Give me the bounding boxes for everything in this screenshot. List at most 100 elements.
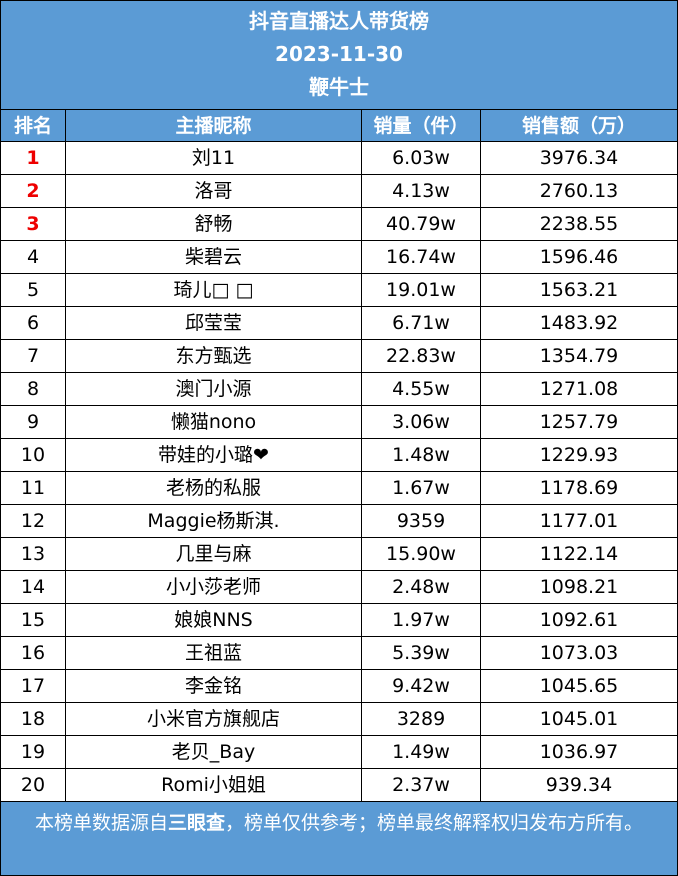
table-cell: 东方甄选 [66,340,362,372]
table-cell: 3 [1,208,66,240]
table-cell: 16 [1,637,66,669]
table-cell: 1271.08 [539,378,619,400]
table-cell: 16.74w [362,241,481,273]
table-cell: 939.34 [545,774,613,796]
table-cell: 娘娘NNS [66,604,362,636]
table-cell: 邱莹莹 [66,307,362,339]
table-cell: 5.39w [362,637,481,669]
column-header: 排名 [1,110,66,141]
table-cell: 17 [1,670,66,702]
table-cell: 1257.79 [539,411,619,433]
table-cell: 1036.97 [539,741,619,763]
table-row: 15 娘娘NNS 1.97w 1092.61 [1,604,677,637]
table-cell: 4.55w [362,373,481,405]
table-row: 19 老贝_Bay 1.49w 1036.97 [1,736,677,769]
table-cell: 40.79w [362,208,481,240]
table-cell: 李金铭 [66,670,362,702]
table-cell: 6.71w [362,307,481,339]
table-cell: 14 [1,571,66,603]
table-cell: 15.90w [362,538,481,570]
table-cell: 7 [1,340,66,372]
table-cell: Romi小姐姐 [66,769,362,801]
table-cell: 老杨的私服 [66,472,362,504]
table-cell: 2.37w [362,769,481,801]
table-cell: Maggie杨斯淇. [66,505,362,537]
table-cell: 4 [1,241,66,273]
table-cell: 1.97w [362,604,481,636]
table-cell: 2760.13 [539,180,619,202]
table-cell: 几里与麻 [66,538,362,570]
table-row: 12 Maggie杨斯淇. 9359 1177.01 [1,505,677,538]
table-row: 16 王祖蓝 5.39w 1073.03 [1,637,677,670]
table-row: 20 Romi小姐姐 2.37w 939.34 [1,769,677,802]
table-cell: 20 [1,769,66,801]
table-cell: 琦儿□ □ [66,274,362,306]
table-row: 7 东方甄选 22.83w 1354.79 [1,340,677,373]
table-cell: 1483.92 [539,312,619,334]
table-row: 6 邱莹莹 6.71w 1483.92 [1,307,677,340]
table-cell: 1229.93 [539,444,619,466]
header: 抖音直播达人带货榜 2023-11-30 鞭牛士 [1,1,677,110]
table-cell: 1122.14 [539,543,619,565]
table-cell: 13 [1,538,66,570]
table-cell: 5 [1,274,66,306]
table-cell: 柴碧云 [66,241,362,273]
column-header: 销售额（万） [521,115,636,137]
table-cell: 3976.34 [539,147,619,169]
table-cell: 3.06w [362,406,481,438]
table-cell: 王祖蓝 [66,637,362,669]
ranking-table: 排名 主播昵称 销量（件） 销售额（万） 1 刘11 6.03w 3976.34 2 洛哥 4.13… [1,110,677,802]
table-cell: 1073.03 [539,642,619,664]
title: 抖音直播达人带货榜 [249,9,429,33]
table-cell: 小小莎老师 [66,571,362,603]
table-row: 5 琦儿□ □ 19.01w 1563.21 [1,274,677,307]
table-row: 9 懒猫nono 3.06w 1257.79 [1,406,677,439]
table-cell: 舒畅 [66,208,362,240]
table-cell: 老贝_Bay [66,736,362,768]
table-cell: 2238.55 [539,213,619,235]
table-cell: 6 [1,307,66,339]
footer-text: ，榜单仅供参考；榜单最终解释权归发布方所有。 [225,812,644,834]
table-cell: 1 [1,142,66,174]
table-cell: 澳门小源 [66,373,362,405]
table-cell: 19.01w [362,274,481,306]
table-row: 8 澳门小源 4.55w 1271.08 [1,373,677,406]
table-cell: 3289 [362,703,481,735]
column-header: 主播昵称 [66,110,362,141]
table-cell: 1.67w [362,472,481,504]
table-row: 14 小小莎老师 2.48w 1098.21 [1,571,677,604]
table-cell: 1045.01 [539,708,619,730]
table-row: 4 柴碧云 16.74w 1596.46 [1,241,677,274]
table-cell: 2 [1,175,66,207]
table-cell: 1354.79 [539,345,619,367]
table-cell: 1.48w [362,439,481,471]
table-cell: 9 [1,406,66,438]
date: 2023-11-30 [275,42,403,66]
table-row: 18 小米官方旗舰店 3289 1045.01 [1,703,677,736]
footer-text: 本榜单数据源自 [34,812,168,834]
subtitle: 鞭牛士 [309,75,369,99]
table-cell: 洛哥 [66,175,362,207]
column-header-row: 排名 主播昵称 销量（件） 销售额（万） [1,110,677,142]
table-cell: 22.83w [362,340,481,372]
table-cell: 19 [1,736,66,768]
column-header: 销量（件） [362,110,481,141]
table-cell: 刘11 [66,142,362,174]
table-cell: 4.13w [362,175,481,207]
table-row: 1 刘11 6.03w 3976.34 [1,142,677,175]
table-row: 11 老杨的私服 1.67w 1178.69 [1,472,677,505]
table-row: 10 带娃的小璐❤ 1.48w 1229.93 [1,439,677,472]
table-cell: 8 [1,373,66,405]
table-cell: 18 [1,703,66,735]
table-cell: 1045.65 [539,675,619,697]
table-row: 17 李金铭 9.42w 1045.65 [1,670,677,703]
footer: 本榜单数据源自三眼查，榜单仅供参考；榜单最终解释权归发布方所有。 [1,802,677,875]
table-cell: 9359 [362,505,481,537]
table-cell: 1098.21 [539,576,619,598]
table-cell: 懒猫nono [66,406,362,438]
table-cell: 9.42w [362,670,481,702]
table-cell: 1596.46 [539,246,619,268]
table-cell: 1177.01 [539,510,619,532]
table-cell: 11 [1,472,66,504]
